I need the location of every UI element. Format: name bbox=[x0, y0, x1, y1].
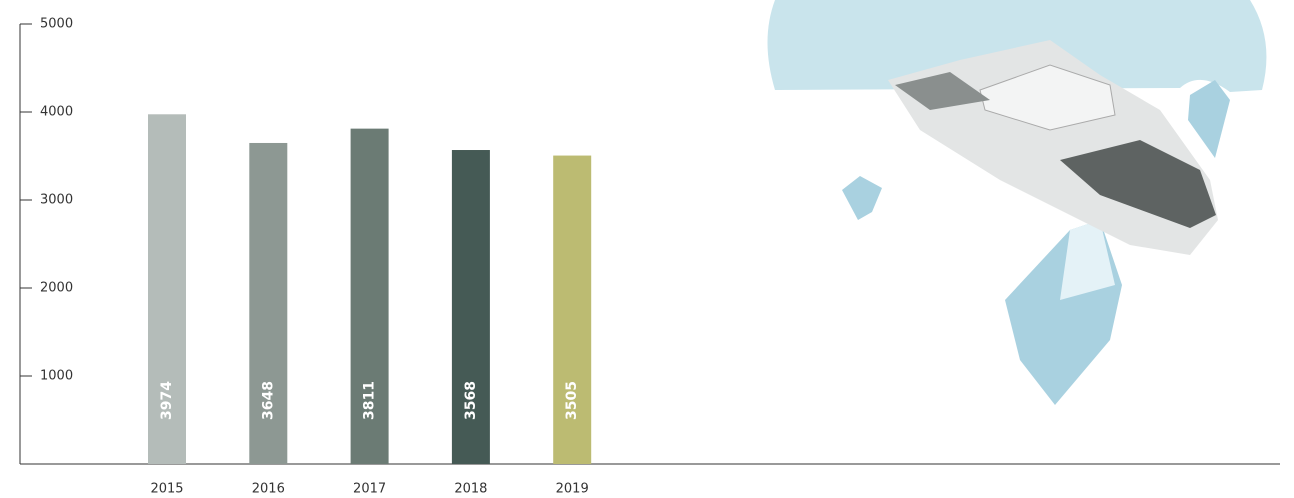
bar bbox=[350, 128, 389, 464]
ship-deck bbox=[1060, 140, 1216, 228]
ship-bridge bbox=[979, 64, 1116, 131]
bar bbox=[451, 150, 490, 465]
ship-aft bbox=[895, 72, 990, 110]
bar bbox=[553, 155, 592, 464]
value-label: 3811 bbox=[362, 381, 378, 420]
y-tick-label: 5000 bbox=[40, 17, 73, 32]
bar bbox=[249, 142, 288, 464]
bar bbox=[148, 114, 186, 465]
y-tick-label: 3000 bbox=[40, 193, 73, 208]
value-label: 3568 bbox=[463, 381, 479, 420]
illustration bbox=[767, 0, 1267, 405]
x-tick-label: 2016 bbox=[252, 482, 285, 497]
iceberg bbox=[842, 176, 882, 220]
x-tick-label: 2019 bbox=[556, 482, 589, 497]
value-label: 3974 bbox=[159, 381, 175, 420]
y-tick-label: 4000 bbox=[40, 105, 73, 120]
x-tick-label: 2015 bbox=[150, 482, 183, 497]
iceberg bbox=[1188, 80, 1230, 158]
x-tick-label: 2017 bbox=[353, 482, 386, 497]
value-label: 3505 bbox=[564, 381, 580, 420]
cloud bbox=[767, 0, 1267, 92]
iceberg-top bbox=[1060, 220, 1115, 300]
y-tick-label: 2000 bbox=[40, 281, 73, 296]
y-tick-label: 1000 bbox=[40, 369, 73, 384]
x-tick-label: 2018 bbox=[454, 482, 487, 497]
value-label: 3648 bbox=[260, 381, 276, 420]
